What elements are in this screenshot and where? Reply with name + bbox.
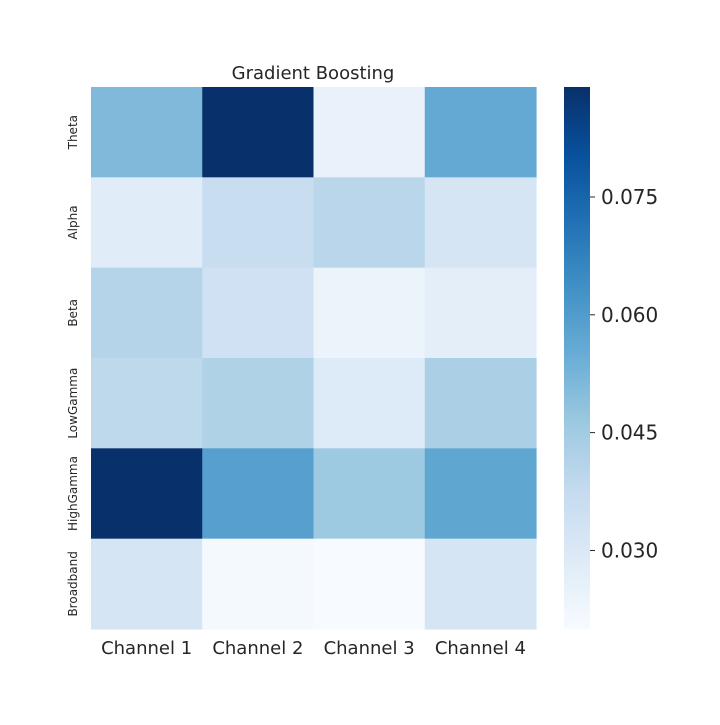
- heatmap-cell: [202, 177, 315, 269]
- heatmap-cell: [91, 538, 203, 630]
- colorbar-tick-label: 0.030: [601, 538, 658, 562]
- colorbar-tick-label: 0.060: [601, 303, 658, 327]
- heatmap-cell: [424, 87, 537, 178]
- heatmap-cell: [424, 267, 537, 359]
- heatmap-cell: [424, 177, 537, 269]
- x-tick-label: Channel 4: [435, 638, 526, 659]
- heatmap-cell: [91, 358, 203, 449]
- heatmap-cell: [313, 177, 426, 269]
- heatmap-cell: [202, 87, 315, 178]
- y-axis-tick-labels: Theta Alpha Beta LowGamma HighGamma Broadband: [66, 115, 80, 617]
- y-tick-label: HighGamma: [66, 456, 80, 531]
- heatmap-cell: [91, 267, 203, 359]
- y-tick-label: Theta: [66, 115, 80, 150]
- heatmap-cell: [91, 87, 203, 178]
- colorbar-tick-label: 0.045: [601, 421, 658, 445]
- colorbar-ticks: 0.030 0.045 0.060 0.075: [590, 185, 658, 562]
- colorbar-tick-label: 0.075: [601, 185, 658, 209]
- heatmap-cell: [313, 267, 426, 359]
- y-tick-label: LowGamma: [66, 368, 80, 439]
- heatmap-cell: [313, 358, 426, 449]
- colorbar: [564, 87, 590, 629]
- heatmap-cells: [91, 87, 537, 630]
- heatmap-cell: [202, 358, 315, 449]
- heatmap-cell: [313, 538, 426, 630]
- heatmap-cell: [202, 267, 315, 359]
- heatmap-cell: [313, 87, 426, 178]
- y-tick-label: Broadband: [66, 551, 80, 616]
- heatmap-cell: [91, 177, 203, 269]
- x-axis-tick-labels: Channel 1 Channel 2 Channel 3 Channel 4: [101, 638, 526, 659]
- heatmap-cell: [424, 448, 537, 540]
- x-tick-label: Channel 1: [101, 638, 192, 659]
- y-tick-label: Beta: [66, 299, 80, 327]
- heatmap-cell: [202, 448, 315, 540]
- heatmap-cell: [202, 538, 315, 630]
- x-tick-label: Channel 3: [324, 638, 415, 659]
- heatmap-cell: [424, 538, 537, 630]
- y-tick-label: Alpha: [66, 205, 80, 239]
- heatmap-cell: [313, 448, 426, 540]
- heatmap-cell: [424, 358, 537, 449]
- x-tick-label: Channel 2: [212, 638, 303, 659]
- chart-title: Gradient Boosting: [232, 63, 395, 84]
- heatmap-cell: [91, 448, 203, 540]
